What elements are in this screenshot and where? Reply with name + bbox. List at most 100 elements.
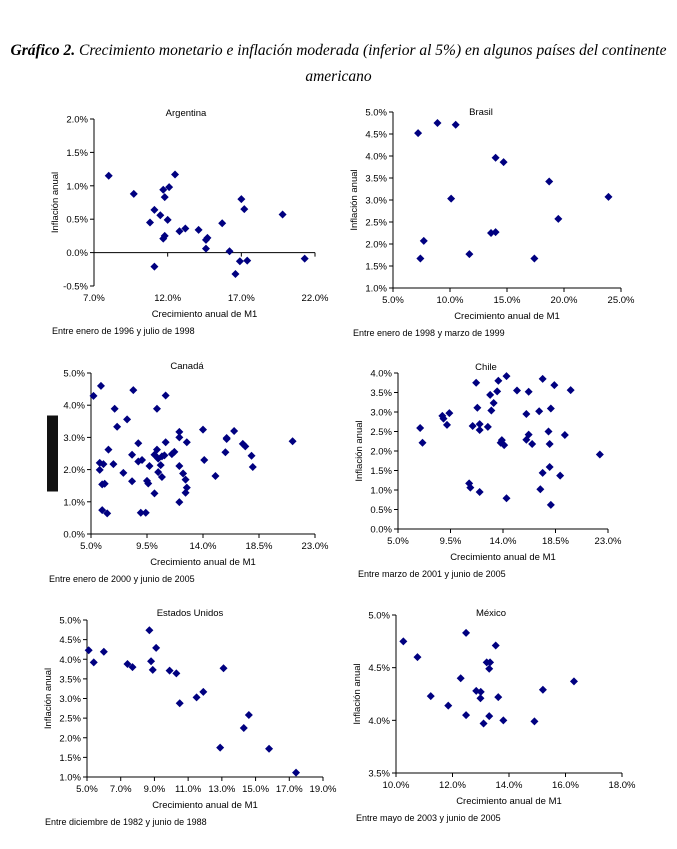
data-point: [493, 387, 502, 396]
y-tick-label: 2.0%: [66, 115, 88, 126]
y-tick-label: 3.0%: [365, 196, 387, 207]
data-point: [163, 215, 172, 224]
data-point: [203, 233, 212, 242]
data-point: [239, 723, 248, 732]
data-point: [265, 744, 274, 753]
y-axis-label: Inflación anual: [43, 668, 54, 729]
data-point: [161, 391, 170, 400]
x-tick-label: 17.0%: [228, 293, 255, 304]
data-point: [604, 192, 613, 201]
data-point: [475, 487, 484, 496]
y-tick-label: -0.5%: [63, 282, 88, 293]
x-tick-label: 7.0%: [83, 293, 105, 304]
data-point: [554, 214, 563, 223]
y-tick-label: 3.0%: [63, 433, 85, 444]
data-point: [89, 391, 98, 400]
y-tick-label: 4.0%: [59, 655, 81, 666]
data-point: [148, 665, 157, 674]
data-point: [219, 664, 228, 673]
data-point: [165, 666, 174, 675]
data-point: [84, 646, 93, 655]
y-tick-label: 1.5%: [370, 466, 392, 477]
data-point: [491, 153, 500, 162]
data-point: [475, 420, 484, 429]
data-point: [545, 439, 554, 448]
data-point: [113, 422, 122, 431]
data-point: [451, 120, 460, 129]
data-point: [419, 236, 428, 245]
x-tick-label: 18.5%: [542, 536, 569, 547]
data-point: [175, 699, 184, 708]
data-point: [595, 450, 604, 459]
data-point: [147, 657, 156, 666]
data-point: [489, 399, 498, 408]
data-point: [95, 465, 104, 474]
chart-title: Canadá: [170, 361, 204, 372]
x-tick-label: 23.0%: [302, 541, 329, 552]
data-point: [472, 378, 481, 387]
y-tick-label: 4.0%: [368, 716, 390, 727]
y-tick-label: 1.0%: [66, 181, 88, 192]
chart-méxico: 3.5% 4.0% 4.5% 5.0% 10.0% 12.0% 14.0% 16.0% 18.0…: [352, 608, 636, 823]
data-point: [123, 659, 132, 668]
data-point: [200, 455, 209, 464]
data-point: [129, 386, 138, 395]
chart-note: Entre enero de 1998 y marzo de 1999: [353, 328, 505, 338]
data-point: [528, 439, 537, 448]
x-tick-label: 12.0%: [439, 780, 466, 791]
data-point: [159, 185, 168, 194]
data-point: [182, 438, 191, 447]
data-point: [443, 420, 451, 429]
x-tick-label: 22.0%: [302, 293, 329, 304]
data-point: [416, 254, 425, 263]
chart-title: México: [476, 608, 506, 619]
chart-title: Estados Unidos: [157, 608, 224, 619]
data-point: [235, 257, 244, 266]
data-point: [240, 205, 249, 214]
data-point: [98, 506, 107, 515]
y-tick-label: 2.5%: [365, 218, 387, 229]
y-axis-label: Inflación anual: [50, 172, 61, 233]
y-tick-label: 0.0%: [66, 248, 88, 259]
data-point: [144, 479, 153, 488]
data-point: [154, 468, 163, 477]
y-tick-label: 2.0%: [59, 733, 81, 744]
data-point: [300, 254, 309, 263]
chart-note: Entre enero de 1996 y julio de 1998: [52, 326, 195, 336]
x-axis-label: Crecimiento anual de M1: [454, 311, 560, 322]
data-point: [134, 457, 143, 466]
data-point: [491, 228, 500, 237]
data-point: [530, 254, 539, 263]
data-point: [476, 694, 485, 703]
data-point: [522, 435, 531, 444]
x-tick-label: 17.0%: [276, 784, 303, 795]
data-point: [172, 669, 181, 678]
data-point: [248, 463, 257, 472]
data-point: [99, 460, 108, 469]
data-point: [175, 462, 184, 471]
x-tick-label: 9.5%: [440, 536, 462, 547]
data-point: [465, 250, 474, 259]
data-point: [194, 225, 203, 234]
y-tick-label: 3.0%: [59, 694, 81, 705]
x-axis-label: Crecimiento anual de M1: [152, 800, 258, 811]
y-tick-label: 4.0%: [63, 401, 85, 412]
data-point: [145, 218, 154, 227]
data-point: [241, 442, 250, 451]
data-point: [475, 425, 484, 434]
data-point: [237, 195, 246, 204]
data-point: [150, 205, 159, 214]
data-point: [221, 448, 230, 457]
data-point: [456, 674, 465, 683]
data-point: [96, 381, 105, 390]
y-axis-label-redacted: [47, 415, 58, 492]
figure-label: Gráfico 2.: [10, 42, 76, 59]
data-point: [399, 637, 408, 646]
y-tick-label: 1.0%: [63, 497, 85, 508]
y-axis-label: Inflación anual: [352, 663, 363, 724]
y-tick-label: 3.0%: [370, 408, 392, 419]
data-point: [129, 189, 138, 198]
data-point: [494, 693, 503, 702]
